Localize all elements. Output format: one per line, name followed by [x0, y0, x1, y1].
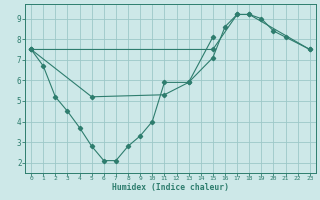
X-axis label: Humidex (Indice chaleur): Humidex (Indice chaleur): [112, 183, 229, 192]
